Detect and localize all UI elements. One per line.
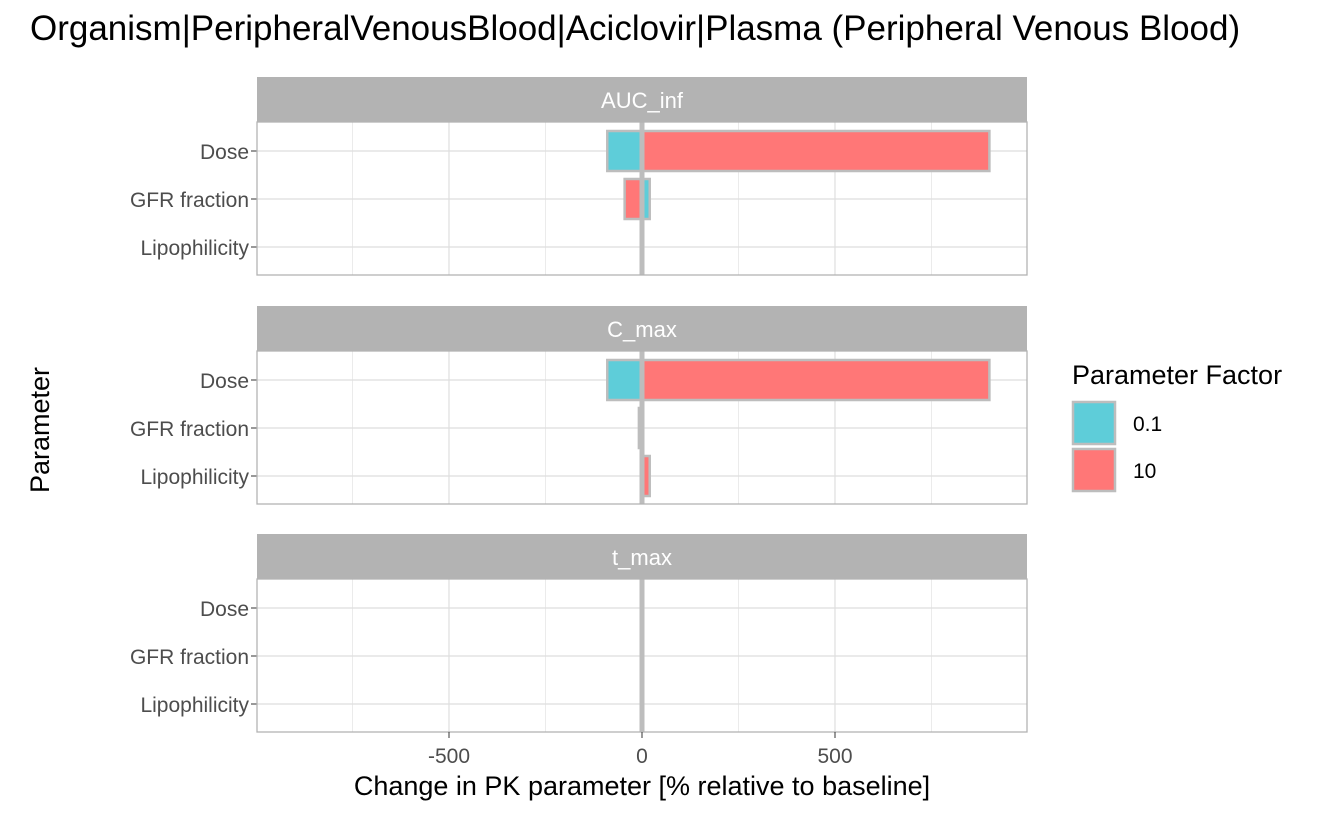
legend-key-0-1	[1071, 400, 1117, 446]
bar-c-max-dose-factor-0-1	[606, 358, 644, 402]
y-tick-label: Lipophilicity	[140, 466, 249, 489]
y-tick-label: GFR fraction	[130, 189, 249, 212]
y-tick-label: Lipophilicity	[140, 237, 249, 260]
bar-auc-inf-gfr-fraction-factor-10	[623, 177, 644, 221]
panel-strip	[257, 306, 1027, 351]
y-tick-label: Dose	[200, 598, 249, 621]
y-tick-label: Lipophilicity	[140, 694, 249, 717]
panel-t-max: t_max Dose GFR fraction Lipophilicity -500 0 5…	[130, 534, 1028, 768]
legend-label-0-1: 0.1	[1133, 413, 1162, 436]
y-tick-label: Dose	[200, 370, 249, 393]
bar-auc-inf-dose-factor-10	[640, 129, 991, 173]
y-axis-label: Parameter	[25, 367, 55, 493]
chart-title: Organism|PeripheralVenousBlood|Aciclovir…	[30, 9, 1240, 48]
x-axis-label: Change in PK parameter [% relative to ba…	[354, 771, 930, 801]
y-tick-label: GFR fraction	[130, 418, 249, 441]
legend-label-10: 10	[1133, 460, 1156, 483]
panel-strip	[257, 77, 1027, 122]
panel-strip-label: C_max	[607, 317, 677, 342]
x-tick-label: 0	[636, 745, 648, 768]
legend-key-10	[1071, 447, 1117, 493]
panel-c-max: C_max Dose GFR fraction Lipophilicity	[130, 306, 1028, 505]
legend: Parameter Factor 0.1 10	[1071, 360, 1282, 493]
panel-strip-label: t_max	[612, 545, 672, 570]
x-tick-label: -500	[428, 745, 470, 768]
bar-c-max-dose-factor-10	[640, 358, 991, 402]
x-tick-label: 500	[817, 745, 852, 768]
bar-auc-inf-dose-factor-0-1	[606, 129, 644, 173]
legend-entries: 0.1 10	[1071, 400, 1162, 493]
panel-auc-inf: AUC_inf Dose GFR fraction Lipophilicity	[130, 77, 1028, 276]
y-tick-label: GFR fraction	[130, 646, 249, 669]
panel-strip-label: AUC_inf	[601, 88, 684, 113]
legend-title: Parameter Factor	[1072, 360, 1282, 390]
y-tick-label: Dose	[200, 141, 249, 164]
panel-strip	[257, 534, 1027, 579]
panel-border	[256, 121, 1028, 276]
panel-border	[256, 350, 1028, 505]
